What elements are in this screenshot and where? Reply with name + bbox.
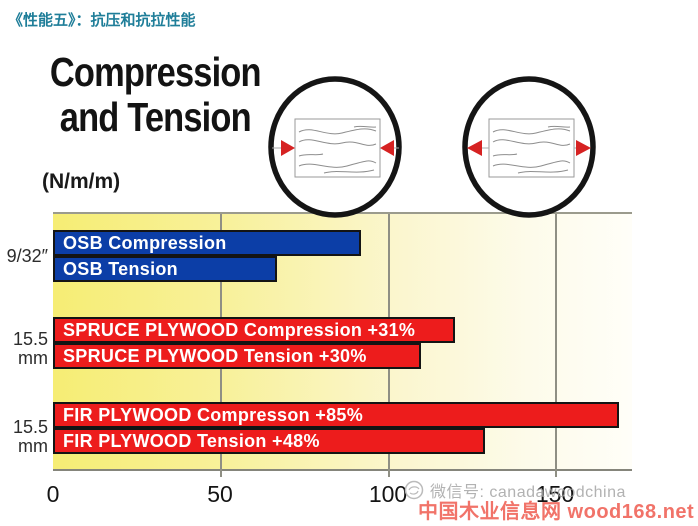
axis-tick-label: 150 (535, 481, 575, 507)
bar-label: OSB Compression (63, 232, 227, 253)
bar-label: SPRUCE PLYWOOD Compression +31% (63, 319, 416, 340)
bar-label: SPRUCE PLYWOOD Tension +30% (63, 345, 367, 366)
thickness-label: 15.5 mm (0, 418, 48, 456)
wechat-watermark: 微信号: canadawoodchina (403, 478, 626, 502)
units-label: (N/m/m) (42, 170, 121, 193)
thickness-line: 15.5 (12, 329, 48, 349)
thickness-line: mm (18, 348, 48, 368)
chart-title-line1: Compression (49, 49, 262, 95)
thickness-line: 15.5 (12, 417, 48, 437)
thickness-line: 9/32″ (6, 246, 48, 266)
bar: SPRUCE PLYWOOD Compression +31% (53, 317, 455, 343)
bar: OSB Tension (53, 256, 277, 282)
site-watermark: 中国木业信息网 wood168.net (418, 501, 695, 523)
bar-label: OSB Tension (63, 258, 178, 279)
thickness-label: 9/32″ (0, 247, 48, 266)
gridline-150 (555, 214, 557, 477)
axis-tick-label: 100 (368, 481, 408, 507)
axis-tick-label: 0 (46, 481, 60, 507)
tension-icon (462, 76, 596, 218)
plot-area: OSB Compression OSB Tension SPRUCE PLYWOOD… (53, 212, 632, 477)
bar-label: FIR PLYWOOD Tension +48% (63, 430, 320, 451)
bar: SPRUCE PLYWOOD Tension +30% (53, 343, 421, 369)
chart-title: Compression and Tension (36, 50, 275, 140)
bar-label: FIR PLYWOOD Compresson +85% (63, 404, 364, 425)
chart-title-line2: and Tension (59, 94, 252, 140)
wechat-watermark-text: 微信号: canadawoodchina (430, 484, 626, 501)
bar: OSB Compression (53, 230, 361, 256)
slide-heading: 《性能五》：抗压和抗拉性能 (8, 12, 196, 29)
axis-tick-label: 50 (207, 481, 233, 507)
thickness-line: mm (18, 436, 48, 456)
bar: FIR PLYWOOD Tension +48% (53, 428, 485, 454)
compression-icon (268, 76, 402, 218)
wechat-logo-icon (404, 480, 424, 500)
thickness-label: 15.5 mm (0, 330, 48, 368)
bar: FIR PLYWOOD Compresson +85% (53, 402, 619, 428)
